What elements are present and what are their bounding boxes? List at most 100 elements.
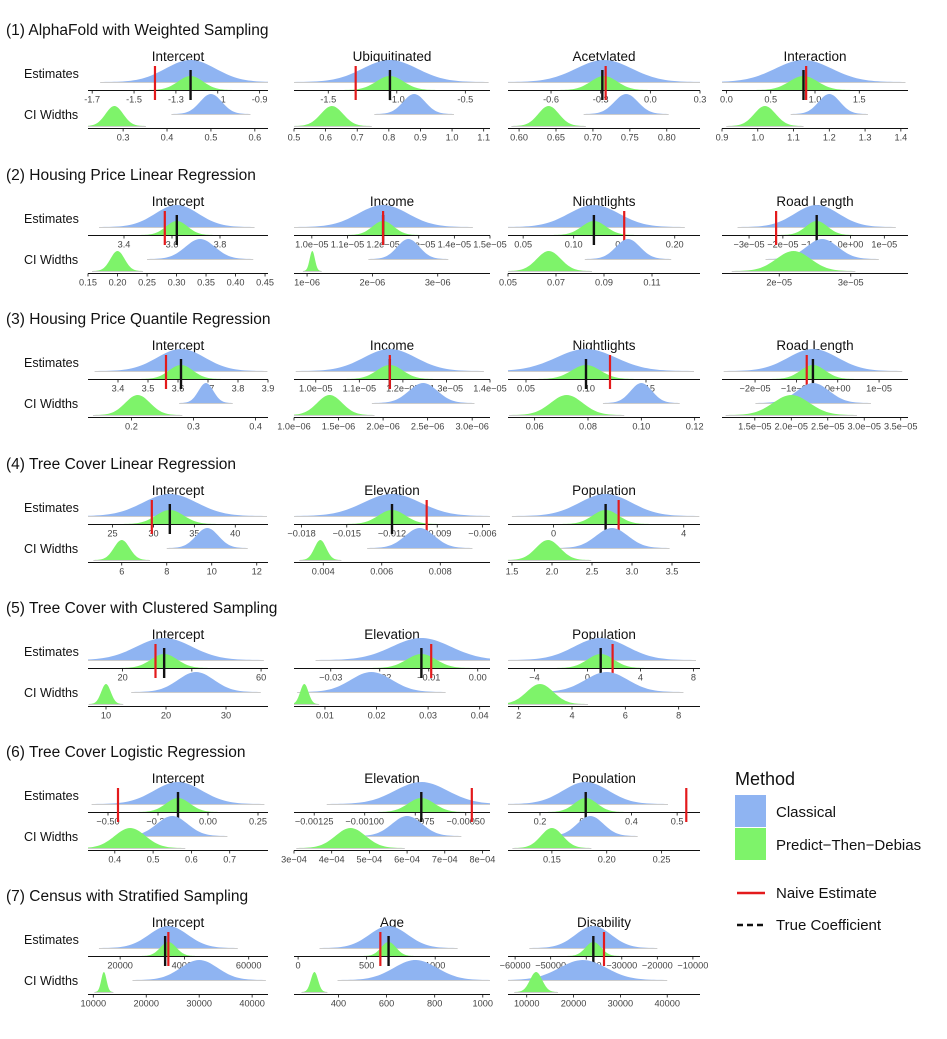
classical-ci-density <box>117 816 228 836</box>
panel-intercept: Intercept 25 30 35 40 6 8 10 12 <box>88 483 268 577</box>
ci-axis-tick-label: 0.40 <box>227 278 245 288</box>
estimates-axis-tick-label: −0.009 <box>423 529 451 539</box>
ci-axis-tick-label: 1.0 <box>751 133 764 143</box>
section-title: (5) Tree Cover with Clustered Sampling <box>6 600 277 617</box>
ci-axis-tick-label: 6e−04 <box>394 855 420 865</box>
panel-title: Interaction <box>783 49 846 64</box>
panel-title: Income <box>370 338 414 353</box>
estimates-axis-tick-label: 3.6 <box>166 240 179 250</box>
panel-title: Disability <box>577 915 631 930</box>
ci-axis-tick-label: 1.5 <box>506 567 519 577</box>
ci-axis-tick-label: 0.004 <box>312 567 335 577</box>
ptd-ci-density <box>88 828 186 848</box>
classical-ci-density <box>790 94 868 114</box>
panel-intercept: Intercept204060102030 <box>88 627 268 721</box>
ci-axis-tick-label: 3.0e−06 <box>455 422 488 432</box>
estimates-axis-tick-label: -0.9 <box>252 95 268 105</box>
ptd-ci-density <box>299 540 342 560</box>
ci-axis-tick-label: 0.02 <box>368 711 386 721</box>
ptd-ci-density <box>509 395 625 415</box>
estimates-axis-tick-label: 1.3e−05 <box>402 240 435 250</box>
estimates-axis-tick-label: 0.0 <box>720 95 733 105</box>
classical-density <box>508 782 668 804</box>
classical-ci-density <box>374 94 454 114</box>
estimates-axis-tick-label: -0.5 <box>457 95 473 105</box>
ci-axis-tick-label: 0.6 <box>185 855 198 865</box>
ci-axis-tick-label: 0.70 <box>584 133 602 143</box>
estimates-axis-tick-label: 3.9 <box>262 384 275 394</box>
row-label-ci-widths: CI Widths <box>24 830 78 844</box>
ci-axis-tick-label: 0.35 <box>197 278 215 288</box>
classical-density <box>508 349 694 371</box>
estimates-axis-tick-label: 0 <box>296 961 301 971</box>
section-3: (3) Housing Price Quantile Regression Est… <box>6 311 917 432</box>
ci-axis-tick-label: 10000 <box>514 999 540 1009</box>
row-label-estimates: Estimates <box>24 67 79 81</box>
estimates-axis-tick-label: 1.4e−05 <box>473 384 506 394</box>
classical-density <box>315 638 490 660</box>
ci-axis-tick-label: 3e−04 <box>281 855 307 865</box>
panel-disability: Disability−60000−50000−40000−30000−20000… <box>500 915 709 1009</box>
panel-road-length: Road Length −2e−05 −1e−05 0e+00 1e−05 1.5e−05… <box>722 338 917 432</box>
ci-axis-tick-label: 3.0e−05 <box>848 422 881 432</box>
classical-ci-density <box>508 960 668 980</box>
estimates-axis-tick-label: 0 <box>585 673 590 683</box>
ptd-ci-density <box>725 395 857 415</box>
classical-ci-density <box>297 672 446 692</box>
ci-axis-tick-label: 2.5e−05 <box>811 422 844 432</box>
estimates-axis-tick-label: 0.5 <box>764 95 777 105</box>
estimates-axis-tick-label: 0.00 <box>469 673 487 683</box>
section-2: (2) Housing Price Linear Regression Estim… <box>6 167 908 288</box>
estimates-axis-tick-label: 3.5 <box>142 384 155 394</box>
estimates-axis-tick-label: 8 <box>691 673 696 683</box>
panel-intercept: Intercept-1.7-1.5-1.3-1.1-0.90.30.40.50.… <box>84 49 268 143</box>
estimates-axis-tick-label: 4 <box>638 673 643 683</box>
ci-axis-tick-label: 0.7 <box>351 133 364 143</box>
estimates-axis-tick-label: 1e−05 <box>866 384 892 394</box>
ci-axis-tick-label: 2.0e−05 <box>775 422 808 432</box>
classical-ci-density <box>147 239 254 259</box>
legend-label-4: True Coefficient <box>776 917 882 934</box>
estimates-axis-tick-label: 0.25 <box>249 817 267 827</box>
estimates-axis-tick-label: 0e+00 <box>825 384 851 394</box>
ci-axis-tick-label: 1.5e−05 <box>738 422 771 432</box>
estimates-axis-tick-label: 0.4 <box>625 817 638 827</box>
section-4: (4) Tree Cover Linear Regression Estimate… <box>6 456 700 577</box>
ci-axis-tick-label: 1.1 <box>787 133 800 143</box>
estimates-axis-tick-label: −0.25 <box>146 817 169 827</box>
ci-axis-tick-label: 2 <box>516 711 521 721</box>
ptd-ci-density <box>294 395 375 415</box>
ci-axis-tick-label: 3.0 <box>626 567 639 577</box>
classical-density <box>326 782 490 804</box>
ci-axis-tick-label: 0.15 <box>543 855 561 865</box>
classical-ci-density <box>367 528 473 548</box>
ptd-ci-density <box>294 106 372 126</box>
legend-label-3: Naive Estimate <box>776 885 877 902</box>
estimates-axis-tick-label: −0.01 <box>417 673 440 683</box>
ci-axis-tick-label: 8 <box>164 567 169 577</box>
legend-title: Method <box>735 769 795 789</box>
ci-axis-tick-label: 10 <box>207 567 217 577</box>
ci-axis-tick-label: 0.65 <box>547 133 565 143</box>
legend-label-2: Predict−Then−Debias <box>776 837 921 854</box>
estimates-axis-tick-label: 20000 <box>107 961 133 971</box>
ci-axis-tick-label: 20000 <box>133 999 159 1009</box>
estimates-axis-tick-label: 0.05 <box>514 240 532 250</box>
ci-axis-tick-label: 0.6 <box>248 133 261 143</box>
ci-axis-tick-label: 2.0 <box>546 567 559 577</box>
panel-income: Income1.0e−051.1e−051.2e−051.3e−051.4e−0… <box>294 194 507 288</box>
estimates-axis-tick-label: -0.6 <box>543 95 559 105</box>
estimates-axis-tick-label: −4 <box>529 673 539 683</box>
section-title: (7) Census with Stratified Sampling <box>6 888 248 905</box>
panel-title: Ubiquitinated <box>353 49 432 64</box>
classical-ci-density <box>554 528 670 548</box>
legend: Method Classical Predict−Then−Debias Naive … <box>735 769 921 934</box>
section-1: (1) AlphaFold with Weighted Sampling Esti… <box>6 22 908 143</box>
ci-axis-tick-label: 1.3 <box>859 133 872 143</box>
section-title: (3) Housing Price Quantile Regression <box>6 311 270 328</box>
ci-axis-tick-label: 0.15 <box>79 278 97 288</box>
estimates-axis-tick-label: −0.03 <box>319 673 342 683</box>
estimates-axis-tick-label: −0.00100 <box>345 817 384 827</box>
